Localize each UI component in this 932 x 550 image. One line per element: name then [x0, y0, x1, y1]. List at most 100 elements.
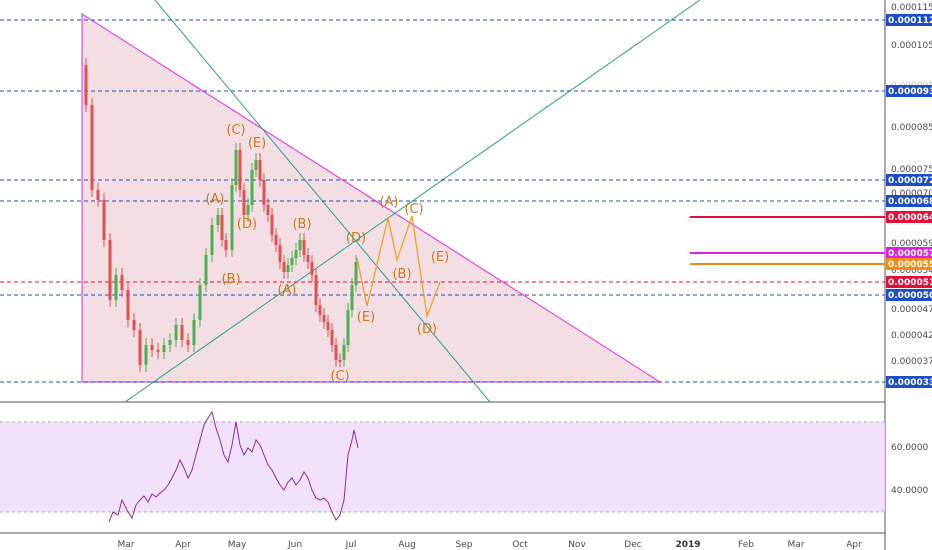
price-level-badge	[886, 211, 932, 223]
wave-label: (E)	[248, 136, 266, 151]
candle-body	[334, 345, 338, 360]
wave-label: (B)	[292, 217, 311, 232]
time-tick-label: Jun	[287, 540, 302, 550]
rsi-tick-label: 40.0000	[891, 486, 928, 496]
projection-path[interactable]	[356, 215, 441, 319]
time-tick-label: Feb	[738, 540, 754, 550]
price-level-badge	[886, 247, 932, 259]
wave-label: (C)	[226, 123, 245, 138]
candles	[84, 58, 358, 372]
wave-label: (D)	[417, 322, 437, 337]
candle-body	[108, 240, 112, 300]
candle-body	[144, 345, 148, 365]
candle-body	[250, 170, 254, 205]
candle-body	[198, 285, 202, 320]
rsi-tick-label: 60.0000	[891, 443, 928, 453]
candle-body	[210, 225, 214, 255]
candle-body	[274, 235, 278, 245]
price-level-value: 0.00005182	[888, 278, 932, 288]
price-level-badge	[886, 14, 932, 26]
time-tick-label: May	[228, 540, 247, 550]
price-level-value: 0.00005015	[888, 291, 932, 301]
time-tick-label: Mar	[788, 540, 805, 550]
candle-body	[302, 240, 306, 255]
wave-label: (D)	[346, 231, 366, 246]
wave-label: (B)	[221, 272, 240, 287]
candle-body	[114, 275, 118, 300]
price-level-badge	[886, 289, 932, 301]
price-level-value: 0.00005735	[888, 249, 932, 259]
time-tick-label: Sep	[456, 540, 473, 550]
time-tick-label: Nov	[568, 540, 586, 550]
time-tick-label: Mar	[118, 540, 135, 550]
time-tick-label: Dec	[624, 540, 641, 550]
candle-body	[150, 345, 154, 350]
price-level-badge	[886, 174, 932, 186]
time-tick-label: 2019	[675, 540, 700, 550]
wave-label: (A)	[205, 192, 224, 207]
price-tick-label: 0.00003700	[891, 357, 932, 367]
wave-label: (C)	[330, 369, 349, 384]
rsi-band	[0, 422, 885, 512]
price-tick-label: 0.00011500	[891, 3, 932, 13]
candle-body	[254, 160, 258, 170]
price-tick-label: 0.00007000	[891, 189, 932, 199]
price-level-badge	[886, 276, 932, 288]
price-tick-label: 0.00005400	[891, 266, 932, 276]
candle-body	[120, 275, 124, 290]
wave-label: (D)	[237, 217, 257, 232]
candle-body	[282, 262, 286, 272]
price-tick-label: 0.00008500	[891, 123, 932, 133]
price-level-value: 0.00003330	[888, 378, 932, 388]
wave-label: (A)	[379, 195, 398, 210]
price-level-value: 0.00006468	[888, 213, 932, 223]
candle-body	[246, 205, 250, 215]
candle-body	[262, 180, 266, 205]
candle-body	[132, 320, 136, 330]
candle-body	[216, 215, 220, 225]
candle-body	[224, 240, 228, 250]
candle-body	[322, 315, 326, 322]
candle-body	[234, 150, 238, 185]
candle-body	[330, 330, 334, 345]
price-tick-label: 0.00007500	[891, 165, 932, 175]
candle-body	[278, 245, 282, 262]
candle-body	[342, 345, 346, 360]
price-level-value: 0.00007267	[888, 176, 932, 186]
rsi-line[interactable]	[108, 410, 359, 523]
candle-body	[90, 105, 94, 190]
candle-body	[96, 190, 100, 200]
candle-body	[326, 322, 330, 330]
time-tick-label: Apr	[175, 540, 191, 550]
price-tick-label: 0.00010500	[891, 41, 932, 51]
candle-body	[238, 150, 242, 190]
price-level-badge	[886, 85, 932, 97]
candle-body	[314, 275, 318, 305]
candle-body	[186, 340, 190, 345]
candle-body	[192, 320, 196, 345]
price-tick-label: 0.00005900	[891, 239, 932, 249]
candle-body	[318, 305, 322, 315]
price-level-value: 0.00009346	[888, 87, 932, 97]
wave-label: (E)	[357, 310, 375, 325]
candle-body	[298, 240, 302, 250]
candle-body	[306, 255, 310, 262]
wave-label: (A)	[277, 283, 296, 298]
candle-body	[174, 325, 178, 340]
candle-body	[294, 250, 298, 258]
price-tick-label: 0.00004200	[891, 331, 932, 341]
price-level-badge	[886, 376, 932, 388]
price-level-value: 0.00005525	[888, 260, 932, 270]
candle-body	[242, 190, 246, 215]
trendline-ascending[interactable]	[124, 0, 701, 403]
candle-body	[162, 345, 166, 352]
candle-body	[102, 200, 106, 240]
candle-body	[180, 325, 184, 340]
candle-body	[84, 65, 88, 105]
wave-label: (E)	[431, 250, 449, 265]
candle-body	[286, 265, 290, 272]
price-tick-label: 0.00004700	[891, 305, 932, 315]
candle-body	[168, 340, 172, 345]
candle-body	[220, 215, 224, 240]
